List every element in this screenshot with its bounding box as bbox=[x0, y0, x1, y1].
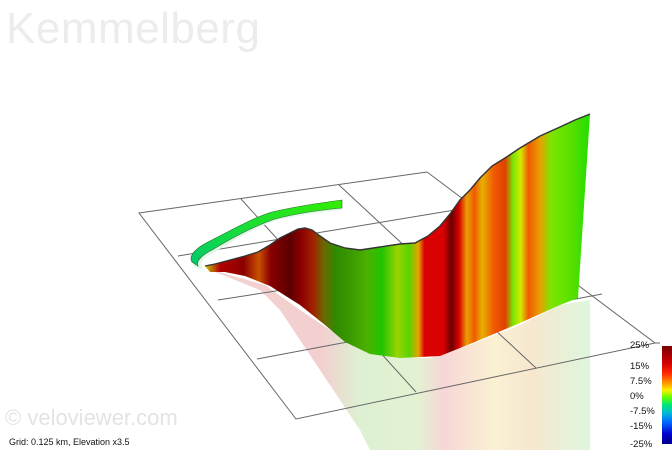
watermark: © veloviewer.com bbox=[5, 405, 178, 430]
legend-label-0: 0% bbox=[630, 391, 644, 402]
elevation-profile-wall bbox=[204, 113, 591, 358]
route-ribbon bbox=[190, 199, 343, 270]
legend-label-25: 25% bbox=[630, 340, 650, 351]
legend-label-minus-15: -15% bbox=[630, 421, 653, 432]
gradient-legend: 25% 15% 7.5% 0% -7.5% -15% -25% bbox=[630, 340, 672, 450]
legend-label-15: 15% bbox=[630, 361, 650, 372]
legend-label-7-5: 7.5% bbox=[630, 376, 652, 387]
legend-label-minus-7-5: -7.5% bbox=[630, 406, 655, 417]
profile-reflection bbox=[205, 268, 590, 450]
gradient-color-scale bbox=[662, 346, 672, 444]
legend-label-minus-25: -25% bbox=[630, 439, 653, 450]
segment-title: Kemmelberg bbox=[6, 4, 261, 53]
grid-info-caption: Grid: 0.125 km, Elevation x3.5 bbox=[9, 437, 130, 447]
